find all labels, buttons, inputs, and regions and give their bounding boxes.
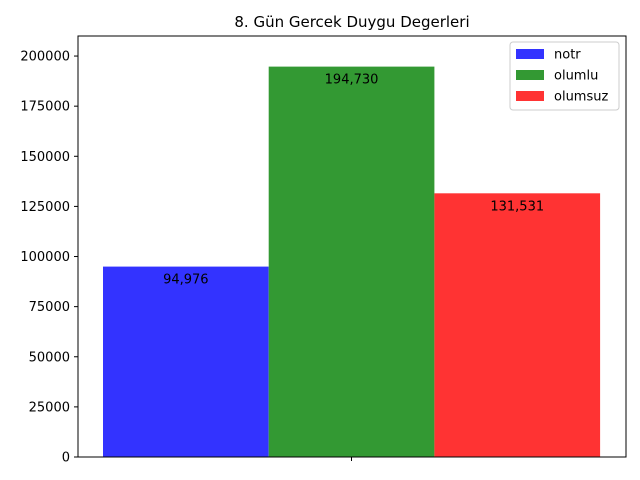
bars-group bbox=[103, 66, 601, 458]
data-label-notr: 94,976 bbox=[163, 273, 209, 288]
y-tick-label: 200000 bbox=[20, 50, 70, 65]
bar-olumsuz bbox=[434, 193, 601, 458]
y-tick-label: 0 bbox=[62, 451, 70, 466]
data-label-olumsuz: 131,531 bbox=[490, 199, 544, 214]
legend-label-olumsuz: olumsuz bbox=[554, 90, 608, 105]
y-axis: 0 25000 50000 75000 100000 125000 150000 175000… bbox=[20, 50, 78, 466]
plot-frame bbox=[77, 35, 627, 458]
y-tick-label: 150000 bbox=[20, 150, 70, 165]
legend: notr olumlu olumsuz bbox=[509, 41, 620, 111]
bar-notr bbox=[103, 266, 269, 457]
y-tick-label: 125000 bbox=[20, 200, 70, 215]
y-tick-label: 25000 bbox=[29, 400, 70, 415]
y-tick-label: 50000 bbox=[29, 350, 70, 365]
chart-title: 8. Gün Gercek Duygu Degerleri bbox=[234, 13, 469, 31]
legend-swatch-olumsuz bbox=[516, 91, 544, 101]
legend-label-notr: notr bbox=[554, 48, 581, 63]
data-labels-group: 94,976 194,730 131,531 bbox=[163, 73, 544, 288]
y-tick-label: 100000 bbox=[20, 250, 70, 265]
legend-swatch-olumlu bbox=[516, 70, 544, 80]
legend-swatch-notr bbox=[516, 49, 544, 59]
data-label-olumlu: 194,730 bbox=[325, 73, 379, 88]
legend-label-olumlu: olumlu bbox=[554, 69, 598, 84]
y-tick-label: 175000 bbox=[20, 100, 70, 115]
y-tick-label: 75000 bbox=[29, 300, 70, 315]
bar-olumlu bbox=[268, 66, 435, 457]
